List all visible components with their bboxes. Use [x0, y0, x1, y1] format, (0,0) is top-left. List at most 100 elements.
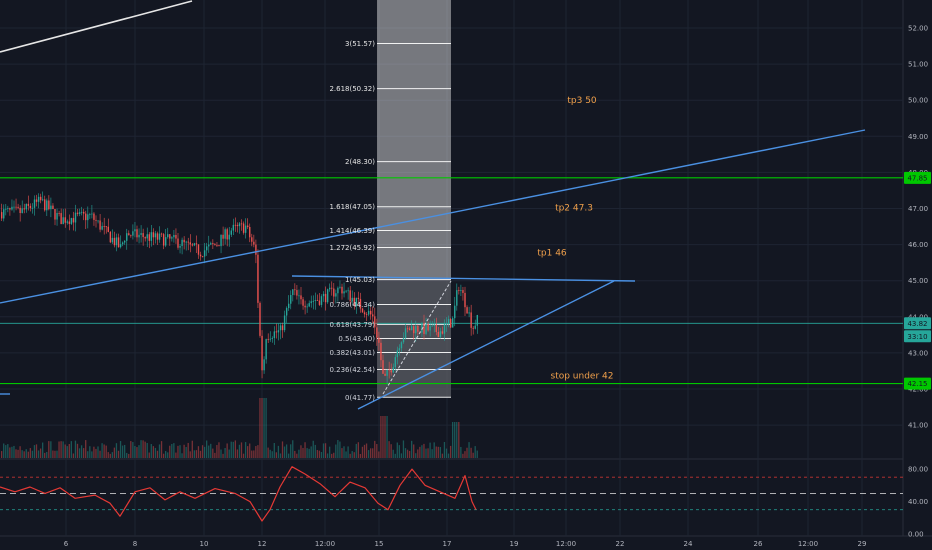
candle-body	[326, 289, 329, 303]
candle-body	[173, 234, 175, 238]
candle-body	[273, 331, 276, 339]
candle-body	[42, 199, 44, 201]
volume-bar	[380, 416, 382, 458]
volume-bar	[314, 444, 316, 458]
volume-bar	[341, 448, 343, 458]
candle-body	[220, 234, 222, 247]
candle-body	[183, 239, 185, 243]
candle-body	[113, 237, 116, 246]
fib-level-label: 1.272(45.92)	[329, 244, 375, 252]
candle-body	[261, 335, 263, 371]
volume-bar	[476, 450, 478, 458]
volume-bar	[46, 451, 48, 458]
candle-body	[27, 203, 30, 206]
candle-body	[263, 359, 265, 371]
volume-bar	[470, 447, 472, 458]
y-tick-label: 41.00	[908, 422, 928, 430]
volume-bar	[201, 445, 204, 458]
candle-body	[275, 331, 278, 333]
candle-body	[249, 226, 251, 238]
candle-body	[370, 310, 372, 315]
candle-body	[87, 214, 89, 221]
candle-body	[13, 206, 15, 208]
x-tick-label: 10	[200, 540, 209, 548]
volume-bar	[124, 444, 126, 458]
trend-lines[interactable]	[0, 0, 866, 410]
candle-body	[199, 254, 202, 257]
volume-bar	[300, 445, 302, 458]
volume-bar	[130, 441, 132, 458]
volume-bar	[271, 451, 273, 458]
candle-body	[210, 243, 212, 245]
volume-bar	[275, 452, 277, 458]
volume-bar	[466, 447, 468, 458]
annotations: tp3 50 tp2 47.3 tp1 46 stop under 42	[537, 96, 613, 381]
candle-body	[1, 212, 3, 219]
volume-bar	[150, 444, 152, 458]
volume-bar	[58, 441, 60, 458]
volume-bar	[236, 449, 239, 458]
candle-body	[474, 325, 476, 329]
candle-body	[460, 290, 462, 291]
candle-body	[70, 218, 73, 224]
volume-bar	[259, 398, 261, 458]
time-axis[interactable]: 6 8 10 12 12:00 15 17 19 12:00 22 24 26 12:00 29	[64, 540, 867, 548]
volume-bar	[361, 446, 364, 458]
candle-body	[447, 318, 450, 324]
candle-body	[421, 323, 423, 333]
volume-bar	[249, 443, 251, 458]
volume-bar	[191, 440, 193, 458]
volume-bar	[417, 449, 419, 458]
volume-bar	[212, 448, 214, 458]
volume-bar	[117, 450, 120, 458]
volume-bar	[326, 453, 329, 458]
volume-bar	[306, 448, 308, 458]
candle-body	[468, 312, 470, 314]
volume-bar	[425, 448, 427, 458]
volume-bar	[331, 453, 333, 458]
volume-bar	[273, 443, 275, 458]
candle-body	[9, 208, 11, 210]
candle-body	[290, 295, 292, 304]
x-tick-label: 29	[858, 540, 867, 548]
volume-bar	[33, 445, 36, 458]
volume-bar	[443, 441, 446, 458]
volume-bar	[456, 422, 458, 458]
volume-bar	[386, 416, 388, 458]
volume-bar	[304, 442, 306, 458]
x-tick-label: 12:00	[556, 540, 576, 548]
volume-bar	[78, 448, 81, 458]
volume-bar	[269, 449, 271, 458]
triangle-bottom-line[interactable]	[357, 280, 615, 410]
volume-bar	[261, 398, 263, 458]
candle-body	[363, 312, 366, 315]
volume-bar	[72, 453, 75, 458]
volume-bar	[152, 446, 154, 458]
y-tick-label: 49.00	[908, 133, 928, 141]
triangle-top-line[interactable]	[291, 275, 636, 282]
candle-body	[130, 235, 132, 237]
volume-bar	[265, 398, 267, 458]
x-tick-label: 19	[510, 540, 519, 548]
volume-bar	[415, 453, 417, 458]
rising-trend-line[interactable]	[0, 129, 866, 304]
candle-body	[140, 233, 142, 235]
volume-bar	[337, 440, 339, 458]
volume-bar	[74, 440, 77, 458]
candle-body	[66, 221, 68, 223]
price-label-text: 42.15	[907, 380, 927, 388]
white-trend-line[interactable]	[0, 0, 193, 53]
y-tick-label: 45.00	[908, 277, 928, 285]
fib-level-label: 1.618(47.05)	[329, 203, 375, 211]
candle-body	[333, 288, 335, 297]
candle-body	[216, 245, 218, 246]
volume-bar	[257, 445, 259, 458]
volume-bar	[175, 452, 177, 458]
volume-bar	[253, 450, 255, 458]
candle-body	[83, 211, 85, 214]
volume-bar	[83, 448, 85, 458]
candle-body	[72, 218, 75, 223]
volume-bar	[136, 447, 138, 458]
candle-body	[37, 196, 40, 202]
